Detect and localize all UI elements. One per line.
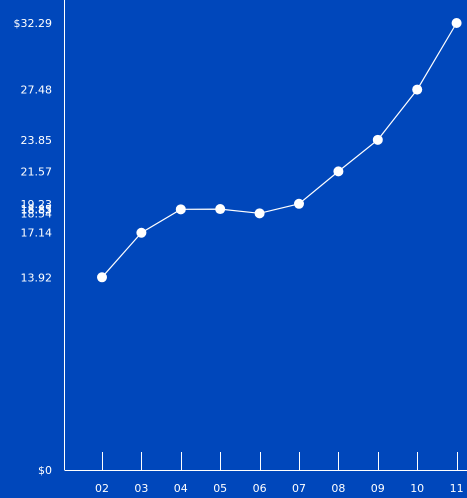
y-tick-label: 27.48: [21, 84, 53, 97]
data-point: [215, 204, 226, 215]
data-point: [451, 18, 462, 28]
data-point: [254, 208, 265, 219]
data-point: [412, 84, 423, 95]
data-point: [97, 272, 107, 283]
x-tick-label: 02: [95, 482, 109, 495]
x-tick-label: 11: [450, 482, 464, 495]
x-tick-labels: 02 03 04 05 06 07 08 09 10 11: [95, 482, 464, 495]
y-tick-label: $0: [38, 464, 52, 477]
x-tick-label: 03: [134, 482, 148, 495]
x-tick-label: 10: [410, 482, 424, 495]
data-point: [294, 198, 304, 209]
x-tick-label: 07: [292, 482, 306, 495]
y-tick-labels: $32.29 27.48 23.85 21.57 19.2318.8518.8318.5…: [14, 17, 53, 477]
x-ticks: [102, 452, 458, 470]
data-point: [333, 166, 344, 177]
x-tick-label: 08: [331, 482, 345, 495]
x-tick-label: 06: [253, 482, 267, 495]
data-point: [372, 134, 383, 145]
x-tick-label: 09: [371, 482, 385, 495]
x-tick-label: 05: [213, 482, 227, 495]
x-tick-label: 04: [174, 482, 188, 495]
series-line: [101, 22, 458, 278]
y-tick-label: $32.29: [14, 17, 53, 30]
y-tick-label: 18.85: [21, 203, 53, 216]
data-point: [136, 227, 147, 238]
y-tick-label: 17.14: [21, 227, 53, 240]
y-tick-label: 18.83: [21, 203, 53, 216]
y-tick-label: 18.54: [21, 207, 53, 220]
y-tick-label: 19.23: [21, 198, 53, 211]
y-tick-label: 13.92: [21, 271, 53, 284]
y-tick-label: 21.57: [21, 165, 53, 178]
series-group: [97, 18, 462, 283]
y-tick-label: 23.85: [21, 134, 53, 147]
data-point: [175, 204, 186, 215]
axes: [64, 0, 467, 471]
